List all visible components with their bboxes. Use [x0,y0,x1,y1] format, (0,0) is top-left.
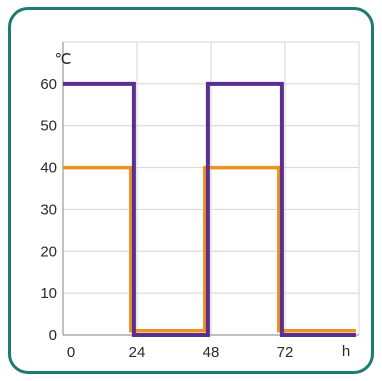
tick-labels: 0 10 20 30 40 50 60 0 24 48 72 [40,76,293,361]
y-tick-label-20: 20 [40,243,57,260]
y-tick-label-30: 30 [40,201,57,218]
chart-card [8,7,374,374]
series-line-orange [63,165,356,333]
x-tick-label-0: 0 [67,344,75,361]
x-axis-unit: h [342,343,350,360]
y-axis-unit: ℃ [55,51,72,68]
series-layer [63,81,356,337]
x-tick-label-24: 24 [129,344,146,361]
y-tick-label-10: 10 [40,285,57,302]
y-tick-label-40: 40 [40,160,57,177]
x-tick-label-48: 48 [203,344,220,361]
y-tick-label-50: 50 [40,118,57,135]
x-tick-label-72: 72 [277,344,294,361]
grid [62,41,360,336]
y-tick-label-60: 60 [40,76,57,93]
series-line-purple [63,81,356,337]
y-tick-label-0: 0 [49,327,57,344]
